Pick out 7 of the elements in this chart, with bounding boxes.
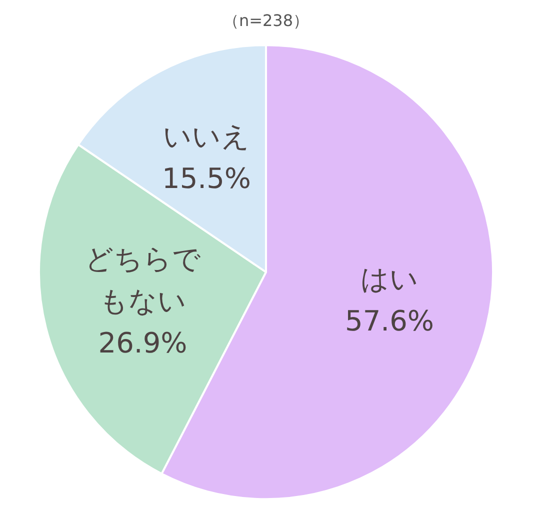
slice-label: いいえ xyxy=(163,120,250,154)
data-label: 15.5% xyxy=(162,162,251,196)
slice-label: どちらでもない xyxy=(84,242,201,318)
data-label: 26.9% xyxy=(98,326,188,360)
data-label: 57.6% xyxy=(345,304,434,338)
slice-label: はい xyxy=(360,262,419,296)
chart-title: （n=238） xyxy=(222,10,310,30)
